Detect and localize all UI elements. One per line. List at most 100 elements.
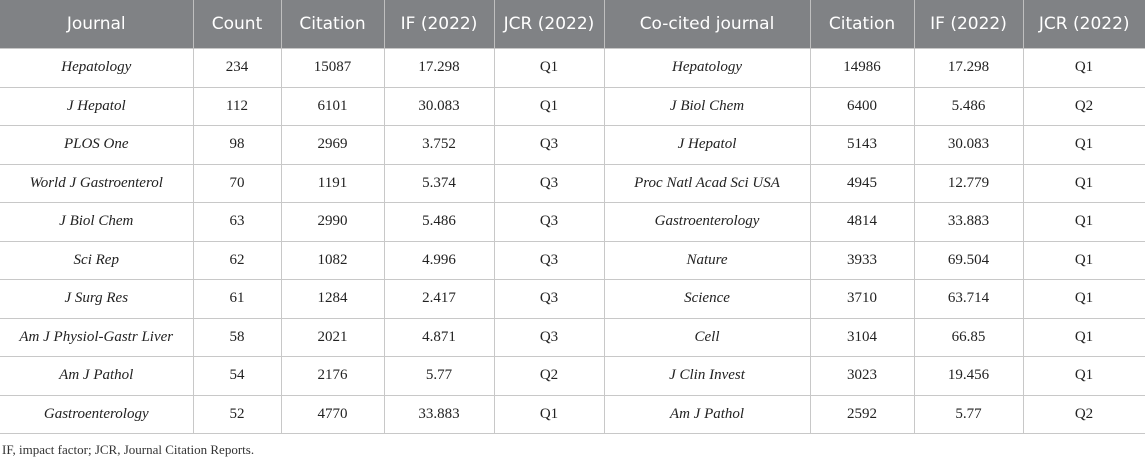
table-row: J Surg Res 61 1284 2.417 Q3 Science 3710 63.714… bbox=[0, 279, 1145, 319]
cell: 19.456 bbox=[913, 356, 1024, 396]
cell: Q1 bbox=[1022, 240, 1145, 280]
cell: 1284 bbox=[280, 279, 385, 319]
cell: 3933 bbox=[809, 240, 915, 280]
cell: Q1 bbox=[493, 48, 605, 88]
journal-table: Journal Count Citation IF (2022) JCR (2022) C… bbox=[0, 0, 1145, 434]
table-row: J Biol Chem 63 2990 5.486 Q3 Gastroenterology… bbox=[0, 202, 1145, 242]
journal-name: J Biol Chem bbox=[603, 86, 811, 126]
cell: Q3 bbox=[493, 240, 605, 280]
cell: 70 bbox=[192, 163, 282, 203]
cell: 3023 bbox=[809, 356, 915, 396]
cell: 58 bbox=[192, 317, 282, 357]
cell: 6101 bbox=[280, 86, 385, 126]
table-row: Hepatology 234 15087 17.298 Q1 Hepatology 1498… bbox=[0, 48, 1145, 88]
cell: 61 bbox=[192, 279, 282, 319]
cell: 2990 bbox=[280, 202, 385, 242]
table-row: Gastroenterology 52 4770 33.883 Q1 Am J Patho… bbox=[0, 394, 1145, 434]
cell: 234 bbox=[192, 48, 282, 88]
cell: Q1 bbox=[1022, 163, 1145, 203]
table-row: World J Gastroenterol 70 1191 5.374 Q3 Proc N… bbox=[0, 163, 1145, 203]
table-row: J Hepatol 112 6101 30.083 Q1 J Biol Chem 6400 5… bbox=[0, 86, 1145, 126]
cell: 5143 bbox=[809, 125, 915, 165]
cell: 4.996 bbox=[383, 240, 495, 280]
cell: Q3 bbox=[493, 202, 605, 242]
header-cell: Citation bbox=[809, 0, 914, 49]
cell: 5.374 bbox=[383, 163, 495, 203]
cell: 4814 bbox=[809, 202, 915, 242]
cell: 52 bbox=[192, 394, 282, 434]
table-row: PLOS One 98 2969 3.752 Q3 J Hepatol 5143 30.083… bbox=[0, 125, 1145, 165]
cell: 17.298 bbox=[913, 48, 1024, 88]
cell: 5.77 bbox=[913, 394, 1024, 434]
cell: Q1 bbox=[1022, 202, 1145, 242]
cell: Q1 bbox=[1022, 279, 1145, 319]
cell: 30.083 bbox=[383, 86, 495, 126]
cell: 33.883 bbox=[383, 394, 495, 434]
cell: 15087 bbox=[280, 48, 385, 88]
header-cell: Count bbox=[192, 0, 281, 49]
header-cell: IF (2022) bbox=[383, 0, 494, 49]
cell: 2592 bbox=[809, 394, 915, 434]
journal-name: Gastroenterology bbox=[0, 394, 194, 434]
journal-name: Sci Rep bbox=[0, 240, 194, 280]
cell: Q3 bbox=[493, 317, 605, 357]
cell: 66.85 bbox=[913, 317, 1024, 357]
table-row: Sci Rep 62 1082 4.996 Q3 Nature 3933 69.504 Q1 bbox=[0, 240, 1145, 280]
header-cell: IF (2022) bbox=[913, 0, 1023, 49]
journal-name: Am J Pathol bbox=[603, 394, 811, 434]
cell: 1082 bbox=[280, 240, 385, 280]
cell: Q2 bbox=[493, 356, 605, 396]
cell: 112 bbox=[192, 86, 282, 126]
header-cell: Journal bbox=[0, 0, 193, 49]
cell: 54 bbox=[192, 356, 282, 396]
table-row: Am J Physiol-Gastr Liver 58 2021 4.871 Q3 Cel… bbox=[0, 317, 1145, 357]
journal-name: Gastroenterology bbox=[603, 202, 811, 242]
cell: 33.883 bbox=[913, 202, 1024, 242]
cell: 2176 bbox=[280, 356, 385, 396]
cell: 2969 bbox=[280, 125, 385, 165]
header-cell: Citation bbox=[280, 0, 384, 49]
journal-name: Am J Pathol bbox=[0, 356, 194, 396]
footnote: IF, impact factor; JCR, Journal Citation… bbox=[2, 442, 255, 457]
cell: 30.083 bbox=[913, 125, 1024, 165]
table-row: Am J Pathol 54 2176 5.77 Q2 J Clin Invest 3023… bbox=[0, 356, 1145, 396]
cell: Q1 bbox=[1022, 317, 1145, 357]
cell: Q3 bbox=[493, 125, 605, 165]
journal-name: J Hepatol bbox=[0, 86, 194, 126]
cell: Q2 bbox=[1022, 86, 1145, 126]
journal-name: Hepatology bbox=[0, 48, 194, 88]
journal-name: Nature bbox=[603, 240, 811, 280]
journal-name: Hepatology bbox=[603, 48, 811, 88]
cell: 2021 bbox=[280, 317, 385, 357]
table-body: Hepatology 234 15087 17.298 Q1 Hepatology 1498… bbox=[0, 48, 1145, 434]
journal-name: J Surg Res bbox=[0, 279, 194, 319]
cell: 5.486 bbox=[383, 202, 495, 242]
cell: Q1 bbox=[1022, 356, 1145, 396]
cell: 2.417 bbox=[383, 279, 495, 319]
cell: 5.77 bbox=[383, 356, 495, 396]
cell: Q1 bbox=[1022, 125, 1145, 165]
cell: 3104 bbox=[809, 317, 915, 357]
cell: 1191 bbox=[280, 163, 385, 203]
cell: Q1 bbox=[1022, 48, 1145, 88]
cell: 63.714 bbox=[913, 279, 1024, 319]
journal-name: Cell bbox=[603, 317, 811, 357]
cell: 62 bbox=[192, 240, 282, 280]
journal-name: J Biol Chem bbox=[0, 202, 194, 242]
cell: 63 bbox=[192, 202, 282, 242]
cell: Q3 bbox=[493, 163, 605, 203]
cell: 69.504 bbox=[913, 240, 1024, 280]
cell: Q2 bbox=[1022, 394, 1145, 434]
cell: 12.779 bbox=[913, 163, 1024, 203]
header-cell: Co-cited journal bbox=[603, 0, 810, 49]
header-cell: JCR (2022) bbox=[1022, 0, 1145, 49]
cell: 5.486 bbox=[913, 86, 1024, 126]
journal-name: Am J Physiol-Gastr Liver bbox=[0, 317, 194, 357]
cell: 4770 bbox=[280, 394, 385, 434]
cell: 4945 bbox=[809, 163, 915, 203]
header-cell: JCR (2022) bbox=[493, 0, 604, 49]
cell: Q1 bbox=[493, 86, 605, 126]
cell: 3710 bbox=[809, 279, 915, 319]
journal-name: Proc Natl Acad Sci USA bbox=[603, 163, 811, 203]
